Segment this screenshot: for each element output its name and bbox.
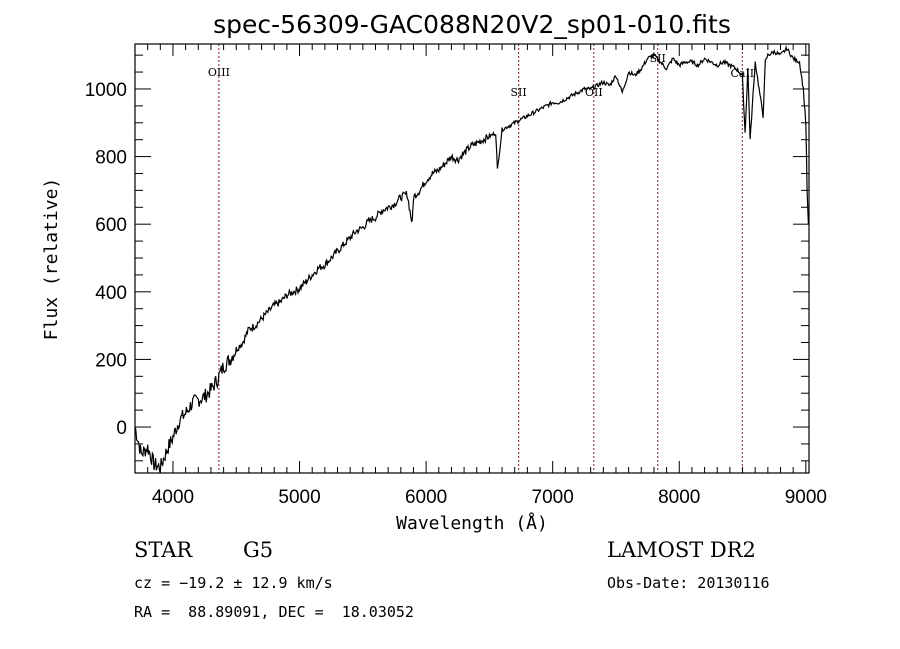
obs-date: Obs-Date: 20130116	[607, 574, 770, 592]
x-tick-label: 7000	[532, 487, 574, 508]
axis-ticks: 4000 5000 6000 7000 8000 9000 0 200 400 600 800 100…	[85, 44, 827, 508]
series-group	[135, 44, 809, 473]
y-tick-label: 800	[95, 148, 127, 169]
x-tick-label: 9000	[785, 487, 827, 508]
x-tick-label: 8000	[658, 487, 700, 508]
y-tick-label: 600	[95, 215, 127, 236]
redshift-text: cz = −19.2 ± 12.9 km/s	[134, 574, 333, 592]
x-tick-label: 5000	[278, 487, 320, 508]
y-tick-label: 0	[116, 418, 127, 439]
y-tick-label: 400	[95, 283, 127, 304]
spectral-line-label: SII	[511, 86, 527, 99]
chart-title: spec-56309-GAC088N20V2_sp01-010.fits	[213, 10, 731, 39]
survey-name: LAMOST DR2	[607, 538, 756, 562]
y-tick-label: 200	[95, 350, 127, 371]
y-axis-label: Flux (relative)	[41, 178, 62, 341]
y-tick-label: 1000	[85, 80, 127, 101]
x-tick-label: 6000	[405, 487, 447, 508]
object-class: STAR	[134, 538, 193, 562]
coordinates-text: RA = 88.89091, DEC = 18.03052	[134, 603, 414, 621]
object-subclass: G5	[243, 538, 274, 562]
plot-frame	[134, 43, 810, 474]
spectral-line-label: OIII	[208, 66, 230, 79]
x-axis-label: Wavelength (Å)	[396, 512, 548, 534]
x-tick-label: 4000	[152, 487, 194, 508]
series-line-flux	[135, 44, 809, 473]
